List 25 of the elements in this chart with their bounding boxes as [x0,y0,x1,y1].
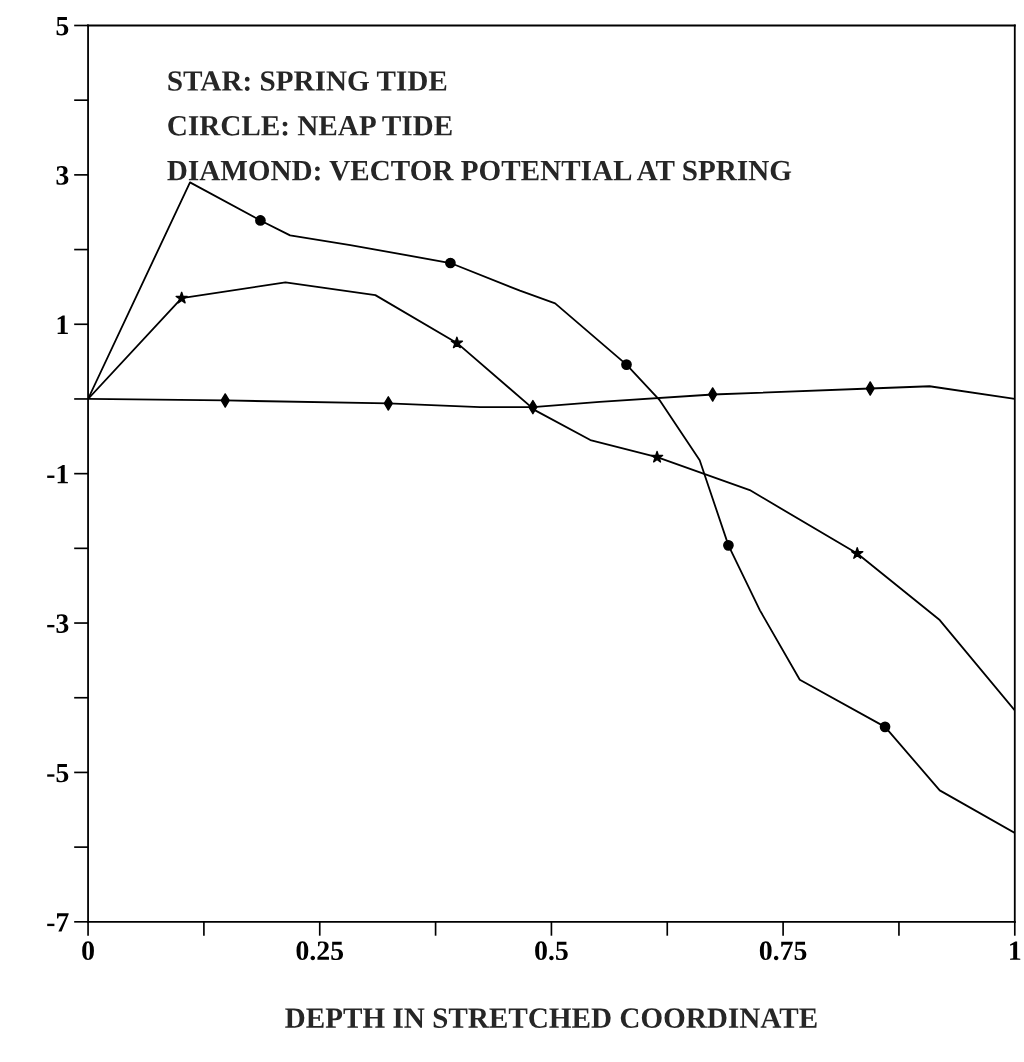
y-tick-label: -7 [47,913,69,932]
annotation: CIRCLE: NEAP TIDE [168,116,452,136]
point [851,547,864,559]
point [445,257,456,269]
y-tick-label: 1 [57,315,68,334]
x-tick-label: 0.25 [296,941,344,961]
point [450,336,464,349]
annotation: DIAMOND: VECTOR POTENTIAL AT SPRING [167,160,792,181]
point [723,540,734,551]
y-tick-label: 3 [56,166,69,185]
x-tick-label: 1 [1010,941,1021,960]
x-tick-label: 0.75 [759,941,807,961]
y-tick-label: -3 [47,614,69,633]
x-tick-label: 0 [82,941,94,961]
x-axis-title: DEPTH IN STRETCHED COORDINATE [285,1008,817,1028]
y-tick-label: -1 [47,464,68,484]
y-tick-label: 5 [56,16,69,36]
point [650,450,664,463]
annotation: STAR: SPRING TIDE [168,71,447,91]
point [175,291,188,304]
y-tick-label: -5 [47,763,69,783]
point [621,359,632,370]
x-tick-label: 0.5 [535,941,568,961]
point [255,215,266,226]
point [879,721,891,733]
